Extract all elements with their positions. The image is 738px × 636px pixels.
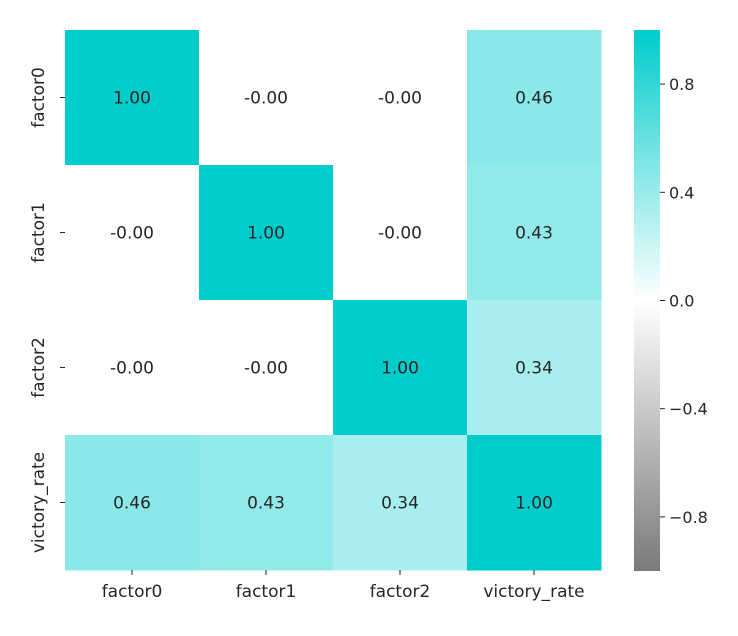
- heatmap-cell: [199, 165, 334, 301]
- cell-value-label: -0.00: [244, 89, 288, 109]
- cell-value-label: 1.00: [515, 494, 553, 514]
- colorbar: 0.8 0.4 0.0 −0.4 −0.8: [634, 30, 708, 571]
- cell-value-label: 0.34: [515, 359, 553, 379]
- heatmap-cell: [467, 30, 602, 166]
- colorbar-tick-label: −0.4: [669, 400, 708, 419]
- x-axis: factor0 factor1 factor2 victory_rate: [102, 570, 585, 602]
- cell-value-label: -0.00: [378, 89, 422, 109]
- cell-value-label: 1.00: [113, 89, 151, 109]
- heatmap-cell: [333, 435, 468, 571]
- heatmap-cell: [467, 435, 602, 571]
- x-tick-label: factor1: [236, 582, 297, 602]
- cell-value-label: 0.46: [515, 89, 553, 109]
- colorbar-tick-label: 0.8: [669, 75, 694, 94]
- cell-value-label: 0.43: [247, 494, 285, 514]
- heatmap-cell: [65, 165, 200, 301]
- heatmap-cell: [333, 300, 468, 436]
- heatmap-cell: [199, 300, 334, 436]
- heatmap-cell: [467, 300, 602, 436]
- y-tick-label: factor1: [29, 202, 49, 263]
- cell-value-label: -0.00: [244, 359, 288, 379]
- heatmap-cell: [65, 435, 200, 571]
- cell-value-label: -0.00: [378, 224, 422, 244]
- colorbar-tick-label: −0.8: [669, 508, 708, 527]
- colorbar-tick-label: 0.0: [669, 292, 694, 311]
- x-tick-label: victory_rate: [483, 582, 584, 602]
- heatmap-cell-labels: 1.00 -0.00 -0.00 0.46 -0.00 1.00 -0.00 0.43 -0.0…: [110, 89, 553, 514]
- y-tick-label: factor2: [29, 337, 49, 398]
- heatmap-cell: [65, 300, 200, 436]
- colorbar-tick-label: 0.4: [669, 183, 694, 202]
- y-axis: factor0 factor1 factor2 victory_rate: [29, 67, 65, 553]
- heatmap-cell: [199, 435, 334, 571]
- heatmap-cells: [65, 30, 602, 571]
- y-tick-label: victory_rate: [29, 452, 49, 553]
- cell-value-label: 0.43: [515, 224, 553, 244]
- cell-value-label: 0.34: [381, 494, 419, 514]
- cell-value-label: 0.46: [113, 494, 151, 514]
- y-tick-label: factor0: [29, 67, 49, 128]
- cell-value-label: -0.00: [110, 359, 154, 379]
- heatmap-cell: [467, 165, 602, 301]
- cell-value-label: 1.00: [381, 359, 419, 379]
- cell-value-label: 1.00: [247, 224, 285, 244]
- x-tick-label: factor2: [370, 582, 431, 602]
- cell-value-label: -0.00: [110, 224, 154, 244]
- x-tick-label: factor0: [102, 582, 163, 602]
- heatmap-cell: [65, 30, 200, 166]
- heatmap-cell: [333, 165, 468, 301]
- colorbar-gradient: [634, 30, 660, 571]
- heatmap-cell: [199, 30, 334, 166]
- heatmap-cell: [333, 30, 468, 166]
